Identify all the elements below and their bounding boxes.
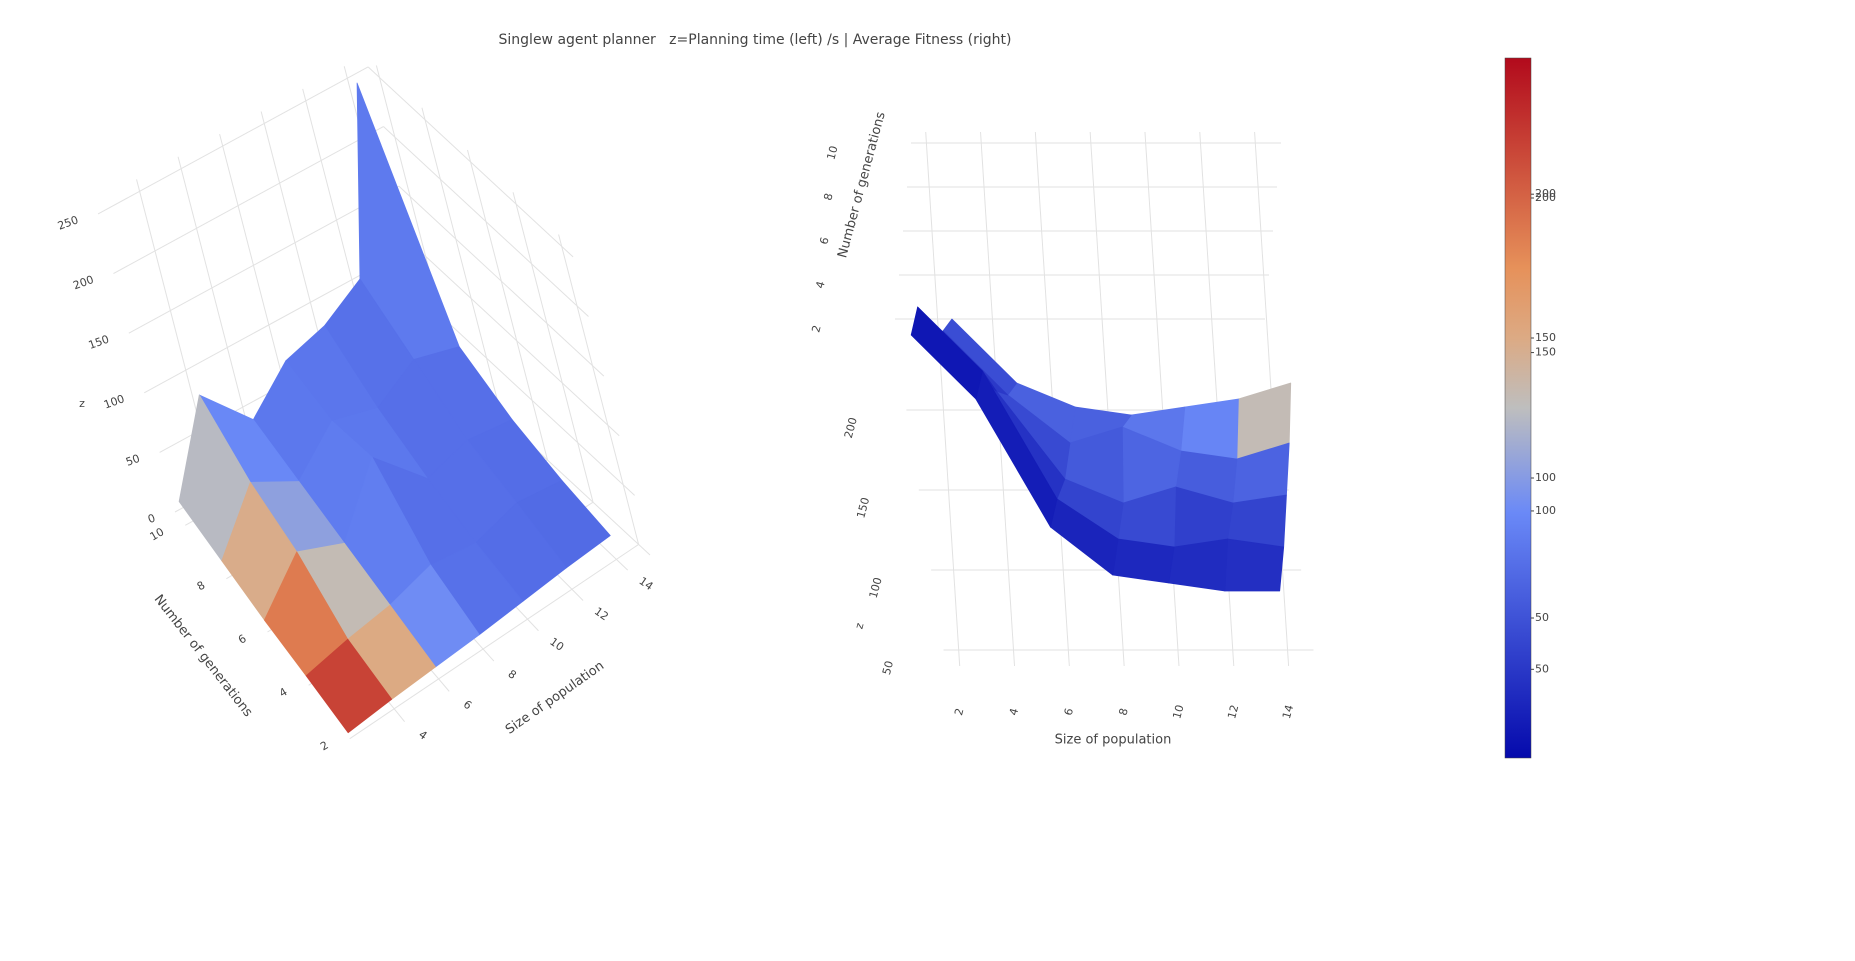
y-tick-label: 6 [236,632,249,647]
grid-line [1144,131,1180,667]
surface [178,82,611,734]
y-tick-label: 2 [318,739,331,754]
grid-line [97,66,369,215]
y-tick-label: 4 [277,685,290,700]
z-tick-label: 250 [56,213,80,232]
y-tick-label: 2 [809,324,823,334]
y-tick-label: 6 [817,236,831,246]
grid-line [113,126,384,274]
y-axis-title: Number of generations [151,592,256,720]
grid-line [177,156,259,467]
y-tick-label: 10 [824,144,840,161]
grid-line [128,185,400,334]
surface [910,306,1292,592]
z-tick-label: 50 [124,452,142,469]
surface-cell [1180,398,1239,460]
grid-line [512,192,594,503]
z-tick-label: 200 [842,416,860,440]
z-tick-label: 100 [102,392,126,411]
z-axis-title: z [852,621,866,630]
z-axis-title: z [79,397,85,410]
grid-line [421,107,503,418]
z-tick-label: 150 [87,333,111,352]
surface-cell [1112,538,1175,584]
chart-title: Singlew agent planner z=Planning time (l… [499,32,1012,48]
y-tick-label: 4 [813,280,827,290]
z-tick-label: 200 [71,273,95,292]
y-axis-title: Number of generations [835,110,888,259]
x-tick-label: 2 [952,707,966,717]
x-tick-label: 10 [1170,703,1186,720]
colorbar-tick-label: 100 [1535,504,1556,517]
x-tick-label: 4 [1007,707,1021,717]
grid-line [558,234,640,545]
x-tick-label: 4 [416,728,429,743]
grid-line [925,131,961,667]
x-tick-label: 10 [547,635,566,654]
colorbar-tick-label: 150 [1535,346,1556,359]
colorbar-tick-label: 200 [1535,187,1556,200]
surface-cell [910,306,983,400]
x-axis-title: Size of population [1055,733,1172,748]
y-tick-label: 10 [148,525,167,543]
colorbar-tick-label: 100 [1535,471,1556,484]
x-tick-label: 8 [506,667,519,682]
grid-line [349,544,639,740]
y-tick-label: 8 [821,192,835,202]
z-tick-label: 150 [854,496,872,520]
grid-line [467,149,548,461]
x-tick-label: 6 [461,698,474,713]
z-tick-label: 0 [146,511,157,526]
colorbar-tick-label: 150 [1535,331,1556,344]
z-tick-label: 100 [867,576,885,600]
x-tick-label: 14 [637,574,656,593]
colorbar-tick-label: 50 [1535,662,1549,675]
z-tick-label: 50 [880,659,896,676]
x-tick-label: 12 [1225,703,1241,720]
x-tick-label: 8 [1116,707,1130,717]
surface-cell [1168,538,1229,592]
x-tick-label: 6 [1062,707,1076,717]
surface-cell [1224,538,1285,592]
colorbar-tick-label: 50 [1535,611,1549,624]
x-tick-label: 12 [592,605,611,624]
colorbar-tick-label: 200 [1535,191,1556,204]
x-tick-label: 14 [1280,703,1296,720]
colorbar [1504,57,1532,759]
surface-cell [1227,494,1287,548]
y-tick-label: 8 [195,579,208,594]
surface-cell [305,638,393,734]
grid-line [1089,131,1125,667]
